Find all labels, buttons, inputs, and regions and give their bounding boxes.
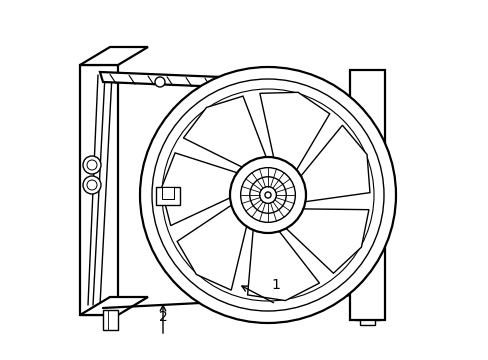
Circle shape: [229, 157, 305, 233]
Circle shape: [162, 89, 373, 301]
Circle shape: [249, 177, 285, 213]
Polygon shape: [156, 187, 180, 205]
Polygon shape: [80, 297, 148, 315]
Polygon shape: [161, 153, 237, 226]
Circle shape: [83, 156, 101, 174]
Circle shape: [152, 79, 383, 311]
Text: 1: 1: [271, 278, 280, 292]
Polygon shape: [103, 310, 118, 330]
Circle shape: [361, 190, 371, 200]
Polygon shape: [359, 295, 374, 325]
Circle shape: [140, 67, 395, 323]
Circle shape: [155, 77, 164, 87]
Polygon shape: [300, 125, 369, 202]
Circle shape: [87, 160, 97, 170]
Polygon shape: [162, 187, 174, 199]
Circle shape: [87, 180, 97, 190]
Circle shape: [357, 186, 375, 204]
Polygon shape: [349, 70, 384, 320]
Polygon shape: [247, 230, 319, 301]
Polygon shape: [319, 108, 359, 127]
Polygon shape: [183, 96, 265, 167]
Circle shape: [240, 168, 295, 222]
Polygon shape: [259, 92, 329, 170]
Circle shape: [259, 186, 276, 203]
Polygon shape: [354, 295, 379, 320]
Circle shape: [264, 192, 270, 198]
Polygon shape: [177, 205, 246, 290]
Circle shape: [83, 176, 101, 194]
Polygon shape: [80, 65, 118, 315]
Polygon shape: [285, 209, 368, 273]
Text: 2: 2: [158, 310, 167, 324]
Polygon shape: [100, 72, 247, 88]
Polygon shape: [80, 47, 148, 65]
